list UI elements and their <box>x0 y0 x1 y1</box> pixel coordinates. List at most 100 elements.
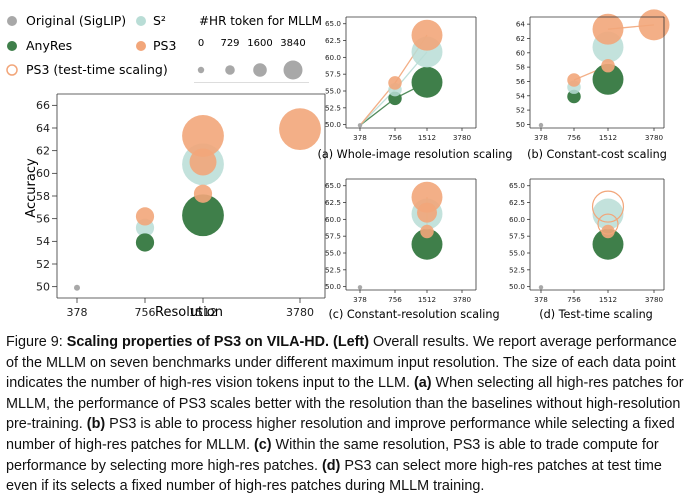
b-ytick-label: 50 <box>516 120 526 129</box>
caption-text-a: When selecting all high-res patches for … <box>6 375 684 433</box>
d-xtick-label: 378 <box>534 295 548 304</box>
subplot-c-title: (c) Constant-resolution scaling <box>328 308 499 321</box>
a-ytick-label: 50.0 <box>325 120 341 129</box>
c-ytick-label: 62.5 <box>325 198 341 207</box>
subplot-a: 50.0 52.5 55.0 57.5 60.0 62.5 65.0 378 756 1512 37… <box>318 16 513 161</box>
a-ytick-label: 60.0 <box>325 53 341 62</box>
a-point-original <box>357 123 363 128</box>
b-ytick-label: 64 <box>516 20 526 29</box>
d-ytick-label: 52.5 <box>509 265 525 274</box>
c-ytick-label: 57.5 <box>325 232 341 241</box>
caption-label: Figure 9: <box>6 334 63 350</box>
main-ytick-label: 62 <box>36 145 50 158</box>
b-ytick-label: 56 <box>516 77 526 86</box>
caption-tag-b: (b) <box>86 416 106 433</box>
legend-original-label: Original (SigLIP) <box>26 13 126 28</box>
main-xtick-label: 1512 <box>189 306 217 319</box>
a-xtick-label: 756 <box>388 133 402 142</box>
caption-tag-a: (a) <box>413 375 432 392</box>
main-xtick-label: 3780 <box>286 306 314 319</box>
d-point-ps3 <box>601 224 615 239</box>
legend-size-circle <box>225 65 235 75</box>
caption-tag-d: (d) <box>321 457 341 474</box>
main-xtick-label: 756 <box>135 306 156 319</box>
d-xtick-label: 1512 <box>599 295 617 304</box>
main-xlabel: Resolution <box>155 305 223 320</box>
subplot-b-title: (b) Constant-cost scaling <box>527 148 667 161</box>
caption-text-c: Within the same resolution, PS3 is able … <box>6 436 659 474</box>
subplot-a-title: (a) Whole-image resolution scaling <box>318 148 513 161</box>
caption-text-d: PS3 can select more high-res patches at … <box>6 457 662 495</box>
a-ytick-label: 52.5 <box>325 103 341 112</box>
legend-size-tick: 3840 <box>280 38 305 49</box>
b-point-original <box>538 122 544 128</box>
b-point-ps3 <box>592 13 624 45</box>
caption-text-b: PS3 is able to process higher resolution… <box>6 416 675 453</box>
main-ytick-label: 54 <box>36 235 50 248</box>
c-point-ps3 <box>411 181 443 213</box>
main-point-anyres <box>182 194 224 237</box>
figure-caption: Figure 9: Scaling properties of PS3 on V… <box>6 332 684 497</box>
b-ytick-label: 54 <box>516 91 526 100</box>
b-point-anyres <box>592 63 624 95</box>
legend-original-marker <box>7 16 17 26</box>
main-ytick-label: 64 <box>36 122 50 135</box>
d-ytick-label: 65.0 <box>509 181 525 190</box>
c-point-ps3 <box>417 202 437 223</box>
subplot-d: 50.0 52.5 55.0 57.5 60.0 62.5 65.0 378 756 1512 37… <box>509 178 665 321</box>
c-ytick-label: 52.5 <box>325 265 341 274</box>
caption-intro: Overall results. We report average perfo… <box>6 334 677 392</box>
legend-ps3-label: PS3 <box>153 38 176 53</box>
c-xtick-label: 1512 <box>418 295 436 304</box>
b-ytick-label: 58 <box>516 63 526 72</box>
legend-size-tick: 729 <box>220 38 239 49</box>
d-ytick-label: 55.0 <box>509 249 525 258</box>
a-ytick-label: 65.0 <box>325 19 341 28</box>
c-point-anyres <box>411 228 443 260</box>
legend-size-title: #HR token for MLLM <box>199 14 322 28</box>
legend: Original (SigLIP) S² AnyRes PS3 PS3 (tes… <box>6 13 322 83</box>
d-point-ps3-tts <box>591 190 625 223</box>
legend-size-tick: 0 <box>198 38 204 49</box>
main-point-ps3 <box>279 108 321 151</box>
d-xtick-label: 3780 <box>645 295 664 304</box>
c-ytick-label: 50.0 <box>325 282 341 291</box>
a-xtick-label: 3780 <box>453 133 472 142</box>
b-ytick-label: 60 <box>516 48 526 57</box>
main-ytick-label: 60 <box>36 167 50 180</box>
a-point-ps3 <box>388 76 402 90</box>
b-xtick-label: 378 <box>534 133 548 142</box>
legend-size-tick: 1600 <box>247 38 272 49</box>
main-ytick-label: 50 <box>36 281 50 294</box>
caption-title: Scaling properties of PS3 on VILA-HD. (L… <box>66 334 370 350</box>
legend-ps3-marker <box>136 41 146 51</box>
main-ytick-label: 58 <box>36 190 50 203</box>
d-xtick-label: 756 <box>567 295 581 304</box>
c-ytick-label: 55.0 <box>325 249 341 258</box>
c-xtick-label: 3780 <box>453 295 472 304</box>
b-point-ps3 <box>638 9 670 41</box>
figure-canvas: Original (SigLIP) S² AnyRes PS3 PS3 (tes… <box>6 9 670 321</box>
d-ytick-label: 62.5 <box>509 198 525 207</box>
main-ylabel: Accuracy <box>24 158 39 218</box>
subplot-d-title: (d) Test-time scaling <box>539 308 653 321</box>
main-xtick-label: 378 <box>67 306 88 319</box>
d-ytick-label: 60.0 <box>509 215 525 224</box>
legend-size-circle <box>197 66 205 74</box>
a-point-ps3 <box>411 19 443 51</box>
legend-s2-label: S² <box>153 13 166 28</box>
b-point-anyres <box>567 89 581 104</box>
legend-size-circle <box>283 60 303 80</box>
b-point-ps3 <box>567 73 581 87</box>
main-point-ps3 <box>135 207 155 226</box>
c-point-ps3 <box>420 224 434 239</box>
main-ytick-label: 52 <box>36 258 50 271</box>
main-point-ps3 <box>189 148 217 176</box>
d-point-anyres <box>592 228 624 260</box>
legend-anyres-marker <box>7 41 17 51</box>
main-point-original <box>74 284 80 291</box>
caption-tag-c: (c) <box>253 436 272 453</box>
legend-size-circle <box>253 63 267 77</box>
main-plot: 50 52 54 56 58 60 62 64 66 378 756 1512 3780 Accurac… <box>24 93 326 320</box>
main-ytick-label: 56 <box>36 213 50 226</box>
